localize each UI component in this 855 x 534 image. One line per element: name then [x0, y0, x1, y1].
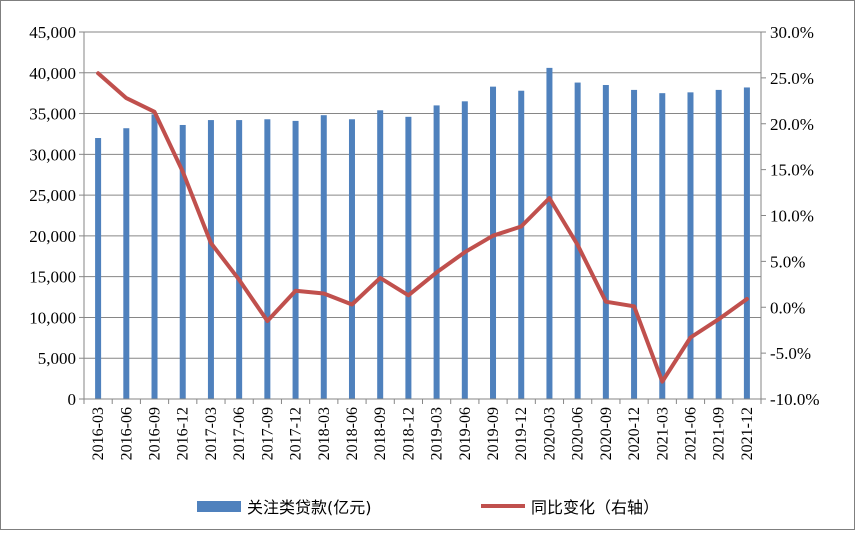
bar: [207, 120, 214, 399]
x-tick-label: 2016-03: [90, 407, 107, 460]
axes: [79, 31, 766, 404]
x-tick-label: 2019-09: [485, 407, 502, 460]
x-tick-label: 2018-06: [344, 407, 361, 460]
x-tick-label: 2020-09: [598, 407, 615, 460]
right-tick-label: 25.0%: [770, 69, 814, 88]
x-tick-label: 2021-03: [654, 407, 671, 460]
left-tick-label: 40,000: [29, 64, 76, 83]
series-line: [96, 71, 749, 384]
bar: [123, 128, 130, 399]
bar: [574, 82, 581, 399]
bar: [518, 90, 525, 399]
gridlines: [84, 31, 761, 359]
bar: [95, 138, 102, 399]
x-tick-label: 2021-12: [739, 407, 756, 460]
bar: [631, 89, 638, 399]
line-series: [96, 71, 749, 384]
right-tick-label: 5.0%: [770, 252, 805, 271]
right-tick-label: 0.0%: [770, 298, 805, 317]
x-tick-label: 2017-03: [203, 407, 220, 460]
x-tick-label: 2020-03: [541, 407, 558, 460]
x-tick-label: 2019-12: [513, 407, 530, 460]
x-tick-label: 2016-06: [118, 407, 135, 460]
x-tick-label: 2021-06: [682, 407, 699, 460]
left-tick-label: 15,000: [29, 268, 76, 287]
x-tick-label: 2021-09: [711, 407, 728, 460]
bar: [659, 93, 666, 400]
left-tick-label: 25,000: [29, 186, 76, 205]
right-tick-label: 20.0%: [770, 115, 814, 134]
bar: [490, 86, 497, 400]
x-tick-label: 2017-09: [259, 407, 276, 460]
bar: [348, 119, 355, 400]
right-axis-ticks: -10.0% -5.0% 0.0% 5.0% 10.0% 15.0% 20.0% 25.0% 3…: [770, 23, 820, 409]
left-tick-label: 10,000: [29, 308, 76, 327]
bar: [546, 67, 553, 399]
left-axis-ticks: 0 5,000 10,000 15,000 20,000 25,000 30,000 35,0…: [29, 23, 76, 409]
x-tick-label: 2016-09: [147, 407, 164, 460]
left-tick-label: 45,000: [29, 23, 76, 42]
x-tick-label: 2016-12: [175, 407, 192, 460]
legend-bar-label: 关注类贷款(亿元): [247, 498, 372, 517]
bar: [236, 120, 243, 399]
bar: [292, 120, 299, 399]
bar: [743, 87, 750, 400]
left-tick-label: 30,000: [29, 145, 76, 164]
left-tick-label: 35,000: [29, 105, 76, 124]
right-tick-label: 15.0%: [770, 161, 814, 180]
x-tick-label: 2020-06: [570, 407, 587, 460]
x-tick-label: 2019-06: [457, 407, 474, 460]
bar: [687, 92, 694, 400]
x-tick-label: 2018-09: [372, 407, 389, 460]
x-tick-label: 2019-03: [429, 407, 446, 460]
legend-line-label: 同比变化（右轴）: [531, 498, 659, 517]
x-tick-label: 2018-03: [316, 407, 333, 460]
right-tick-label: -10.0%: [770, 390, 820, 409]
legend-bar-swatch: [197, 501, 241, 512]
bar: [179, 124, 186, 400]
bar: [715, 89, 722, 399]
right-tick-label: -5.0%: [770, 344, 811, 363]
bar: [320, 115, 327, 399]
x-axis-ticks: 2016-03 2016-06 2016-09 2016-12 2017-03 2017-…: [90, 407, 756, 460]
bar: [433, 105, 440, 400]
right-tick-label: 30.0%: [770, 23, 814, 42]
x-tick-label: 2018-12: [400, 407, 417, 460]
left-tick-label: 0: [68, 390, 77, 409]
bar: [264, 119, 271, 400]
x-tick-label: 2020-12: [626, 407, 643, 460]
bar: [602, 85, 609, 399]
right-tick-label: 10.0%: [770, 207, 814, 226]
bar: [377, 110, 384, 399]
legend: 关注类贷款(亿元) 同比变化（右轴）: [197, 498, 659, 517]
bar: [405, 116, 412, 399]
bar: [151, 114, 158, 400]
left-tick-label: 20,000: [29, 227, 76, 246]
x-tick-label: 2017-12: [288, 407, 305, 460]
left-tick-label: 5,000: [38, 349, 76, 368]
x-tick-label: 2017-06: [231, 407, 248, 460]
